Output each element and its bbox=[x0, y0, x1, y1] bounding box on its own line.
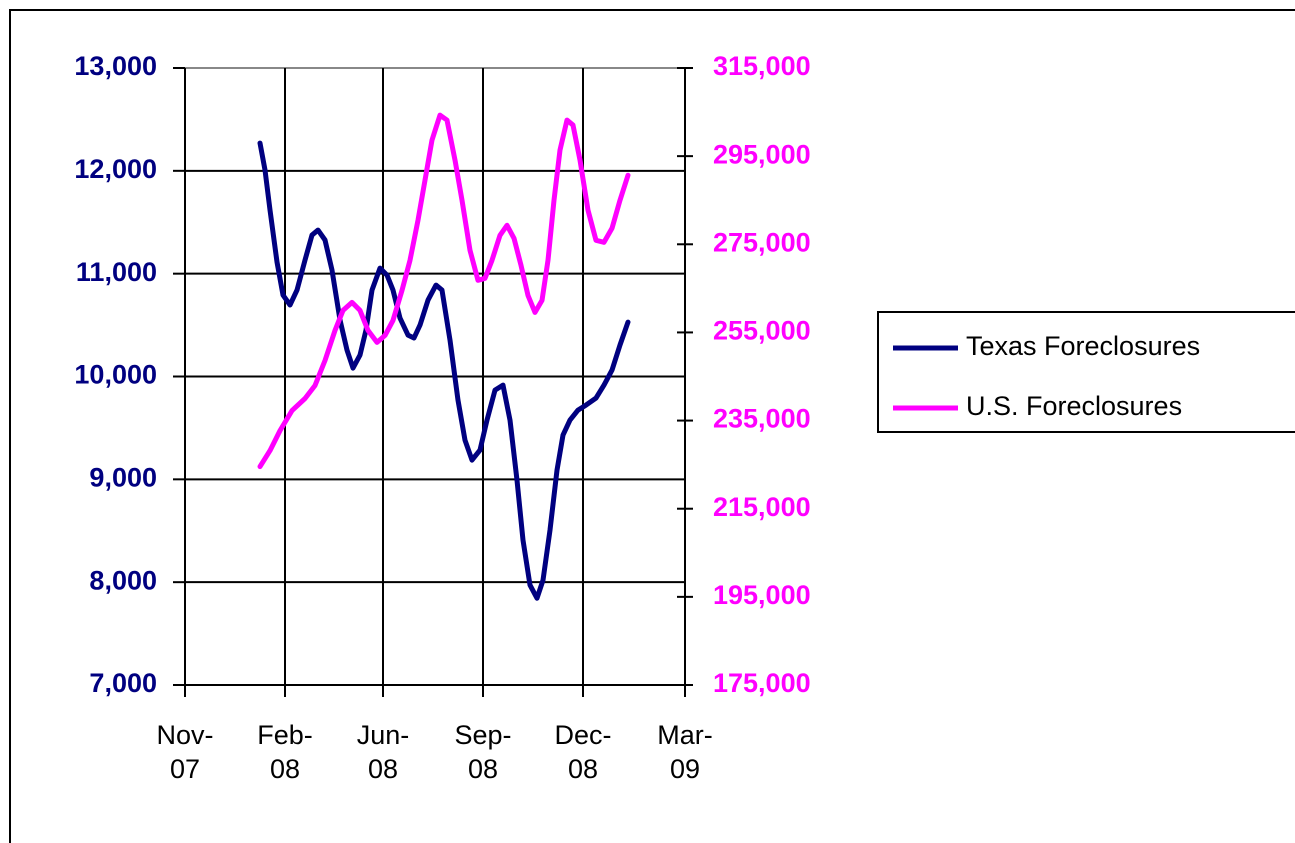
legend-box bbox=[877, 311, 1295, 433]
y2-tick-label: 295,000 bbox=[713, 139, 811, 169]
y-tick-label: 8,000 bbox=[89, 565, 157, 595]
y2-tick-label: 215,000 bbox=[713, 492, 811, 522]
y2-tick-label: 275,000 bbox=[713, 227, 811, 257]
y2-tick-label: 255,000 bbox=[713, 316, 811, 346]
y2-tick-label: 195,000 bbox=[713, 580, 811, 610]
y-tick-label: 11,000 bbox=[76, 257, 157, 287]
y2-tick-label: 235,000 bbox=[713, 404, 811, 434]
x-tick-label: Mar-09 bbox=[657, 720, 713, 784]
x-tick-label: Dec-08 bbox=[554, 720, 612, 784]
series-line bbox=[257, 140, 631, 601]
series-line bbox=[257, 112, 631, 470]
y2-tick-label: 315,000 bbox=[713, 51, 811, 81]
legend-label: Texas Foreclosures bbox=[966, 331, 1200, 361]
y-tick-label: 13,000 bbox=[74, 51, 157, 81]
y-tick-label: 10,000 bbox=[74, 360, 157, 390]
x-tick-label: Jun-08 bbox=[356, 720, 410, 784]
x-tick-label: Sep-08 bbox=[454, 720, 512, 784]
x-tick-label: Feb-08 bbox=[257, 720, 313, 784]
y-tick-label: 9,000 bbox=[89, 462, 157, 492]
y-tick-label: 12,000 bbox=[74, 154, 157, 184]
y-tick-label: 7,000 bbox=[89, 668, 157, 698]
legend-label: U.S. Foreclosures bbox=[966, 391, 1182, 421]
chart-frame bbox=[9, 9, 1295, 843]
y2-tick-label: 175,000 bbox=[713, 668, 811, 698]
x-tick-label: Nov-07 bbox=[156, 720, 214, 784]
